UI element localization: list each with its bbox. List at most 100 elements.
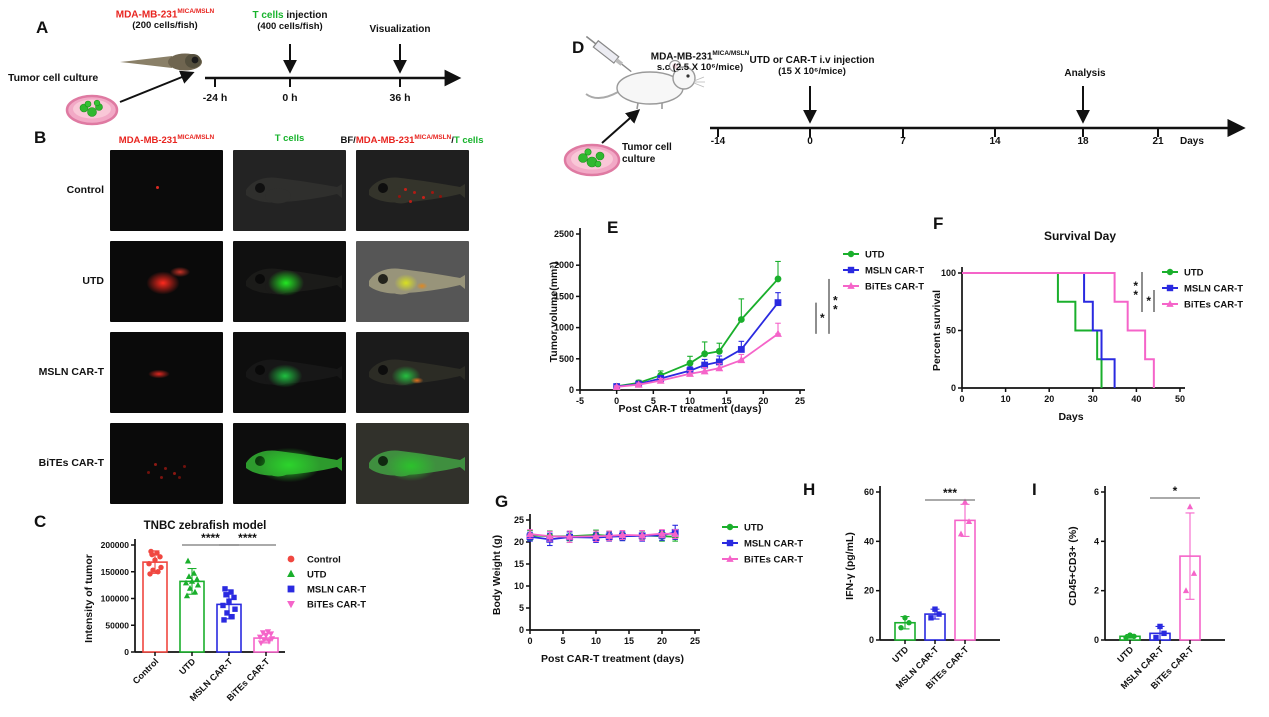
panel-label-d: D — [572, 38, 585, 57]
legend: Control UTD MSLN CAR-T BiTEs CAR-T — [287, 555, 366, 611]
svg-text:2000: 2000 — [554, 260, 574, 270]
bar-Control — [142, 548, 168, 653]
svg-text:0: 0 — [569, 385, 574, 395]
micrograph-utd-merge — [356, 241, 469, 322]
timeline-a-tick-36: 36 h — [389, 92, 411, 104]
svg-text:*: * — [1173, 484, 1178, 498]
svg-text:-5: -5 — [576, 396, 584, 406]
svg-text:BiTEs CAR-T: BiTEs CAR-T — [307, 600, 366, 611]
timeline-d-days-label: Days — [1180, 136, 1204, 147]
series-MSLN CAR-T — [613, 292, 782, 390]
svg-text:Days: Days — [1058, 411, 1083, 423]
svg-text:50000: 50000 — [105, 620, 129, 630]
svg-text:0: 0 — [614, 396, 619, 406]
svg-text:10: 10 — [685, 396, 695, 406]
svg-text:*: * — [820, 311, 825, 325]
svg-text:UTD: UTD — [865, 250, 885, 261]
svg-text:UTD: UTD — [1115, 644, 1136, 665]
timeline-a — [119, 44, 462, 103]
svg-text:Intensity of tumor: Intensity of tumor — [83, 554, 95, 643]
svg-text:25: 25 — [795, 396, 805, 406]
panel-label-f: F — [933, 214, 944, 233]
svg-text:Post CAR-T treatment (days): Post CAR-T treatment (days) — [541, 653, 684, 665]
svg-text:2500: 2500 — [554, 229, 574, 239]
svg-text:10: 10 — [1001, 394, 1011, 404]
panel-d-culture-label: Tumor cell culture — [622, 142, 672, 165]
svg-text:Control: Control — [307, 555, 341, 566]
svg-text:TNBC zebrafish model: TNBC zebrafish model — [144, 520, 267, 532]
panel-b-col2-header: T cells — [274, 133, 305, 144]
micrograph-bites-tumor-channel — [110, 423, 223, 504]
svg-text:5: 5 — [519, 603, 524, 613]
svg-text:0: 0 — [1094, 635, 1099, 645]
svg-text:MSLN CAR-T: MSLN CAR-T — [865, 266, 924, 277]
micrograph-msln-merge — [356, 332, 469, 413]
svg-text:100000: 100000 — [101, 594, 130, 604]
svg-text:20: 20 — [1044, 394, 1054, 404]
svg-text:2: 2 — [1094, 586, 1099, 596]
svg-text:MSLN CAR-T: MSLN CAR-T — [1184, 284, 1243, 295]
micrograph-control-tumor-channel — [110, 150, 223, 231]
panel-a-cellline-title: MDA-MB-231MICA/MSLN (200 cells/fish) — [115, 8, 215, 31]
svg-text:*: * — [1146, 294, 1151, 308]
svg-text:0: 0 — [124, 647, 129, 657]
panel-b-row-label-bites: BiTEs CAR-T — [38, 457, 104, 469]
svg-text:UTD: UTD — [744, 523, 764, 534]
micrograph-utd-tumor-channel — [110, 241, 223, 322]
micrograph-bites-tcell-channel — [233, 423, 346, 504]
svg-text:0: 0 — [869, 635, 874, 645]
timeline-d-tick-0: 0 — [807, 136, 813, 147]
bar-MSLN CAR-T — [216, 586, 242, 653]
svg-text:BiTEs CAR-T: BiTEs CAR-T — [744, 555, 803, 566]
timeline-d-tick-14: 14 — [989, 136, 1001, 147]
legend: UTD MSLN CAR-T BiTEs CAR-T — [1162, 268, 1243, 311]
svg-text:Body Weight (g): Body Weight (g) — [491, 535, 503, 615]
panel-h-chart-ifng: 0 20 40 60 IFN-γ (pg/mL) UTD MSLN CAR-T BiTEs C… — [844, 470, 1010, 712]
svg-text:50: 50 — [1175, 394, 1185, 404]
micrograph-msln-tumor-channel — [110, 332, 223, 413]
svg-text:4: 4 — [1094, 536, 1099, 546]
bar-BiTEs CAR-T — [954, 498, 976, 641]
panel-i-chart-cd45cd3: 0 2 4 6 CD45+CD3+ (%) UTD MSLN CAR-T BiTEs CAR-… — [1060, 470, 1269, 712]
panel-b-col3-header: BF/MDA-MB-231MICA/MSLN/T cells — [340, 134, 484, 147]
svg-text:MSLN CAR-T: MSLN CAR-T — [744, 539, 803, 550]
syringe-icon — [585, 35, 632, 73]
bar-BiTEs CAR-T — [1179, 503, 1201, 641]
svg-text:Post CAR-T treatment (days): Post CAR-T treatment (days) — [619, 403, 762, 415]
svg-text:15: 15 — [514, 559, 524, 569]
panel-d-cellline-title: MDA-MB-231MICA/MSLN s.c (2.5 X 10⁶/mice) — [650, 50, 750, 73]
svg-text:50: 50 — [946, 326, 956, 336]
panel-c-chart-tumor-intensity: 0 50000 100000 150000 200000 Intensity of tum… — [30, 512, 380, 712]
svg-text:20: 20 — [514, 537, 524, 547]
svg-text:10: 10 — [514, 581, 524, 591]
series-BiTEs CAR-T — [612, 322, 782, 390]
svg-text:UTD: UTD — [307, 570, 327, 581]
micrograph-bites-merge — [356, 423, 469, 504]
timeline-a-tick-0: 0 h — [282, 92, 298, 104]
svg-text:Survival Day: Survival Day — [1044, 229, 1116, 243]
timeline-d-tick-minus14: -14 — [710, 136, 726, 147]
timeline-d — [601, 86, 1246, 144]
svg-text:0: 0 — [527, 636, 532, 646]
legend: UTD MSLN CAR-T BiTEs CAR-T — [843, 250, 924, 293]
petri-dish-a — [65, 94, 119, 126]
bar-MSLN CAR-T — [1149, 623, 1171, 641]
series-BiTEs CAR-T — [526, 529, 680, 543]
zebrafish-illustration — [120, 53, 202, 71]
panel-label-c: C — [34, 512, 47, 531]
svg-text:**: * * — [1133, 279, 1138, 302]
panel-label-h: H — [803, 480, 816, 499]
micrograph-utd-tcell-channel — [233, 241, 346, 322]
svg-text:20: 20 — [657, 636, 667, 646]
svg-text:Tumor volume(mm³): Tumor volume(mm³) — [548, 262, 560, 363]
micrograph-control-merge — [356, 150, 469, 231]
panel-a-culture-label: Tumor cell culture — [8, 72, 99, 84]
panel-b-row-label-control: Control — [66, 184, 104, 196]
timeline-d-tick-18: 18 — [1077, 136, 1089, 147]
panel-label-i: I — [1032, 480, 1037, 499]
svg-text:0: 0 — [959, 394, 964, 404]
timeline-d-tick-7: 7 — [900, 136, 906, 147]
panel-d-analysis-label: Analysis — [1064, 68, 1106, 79]
